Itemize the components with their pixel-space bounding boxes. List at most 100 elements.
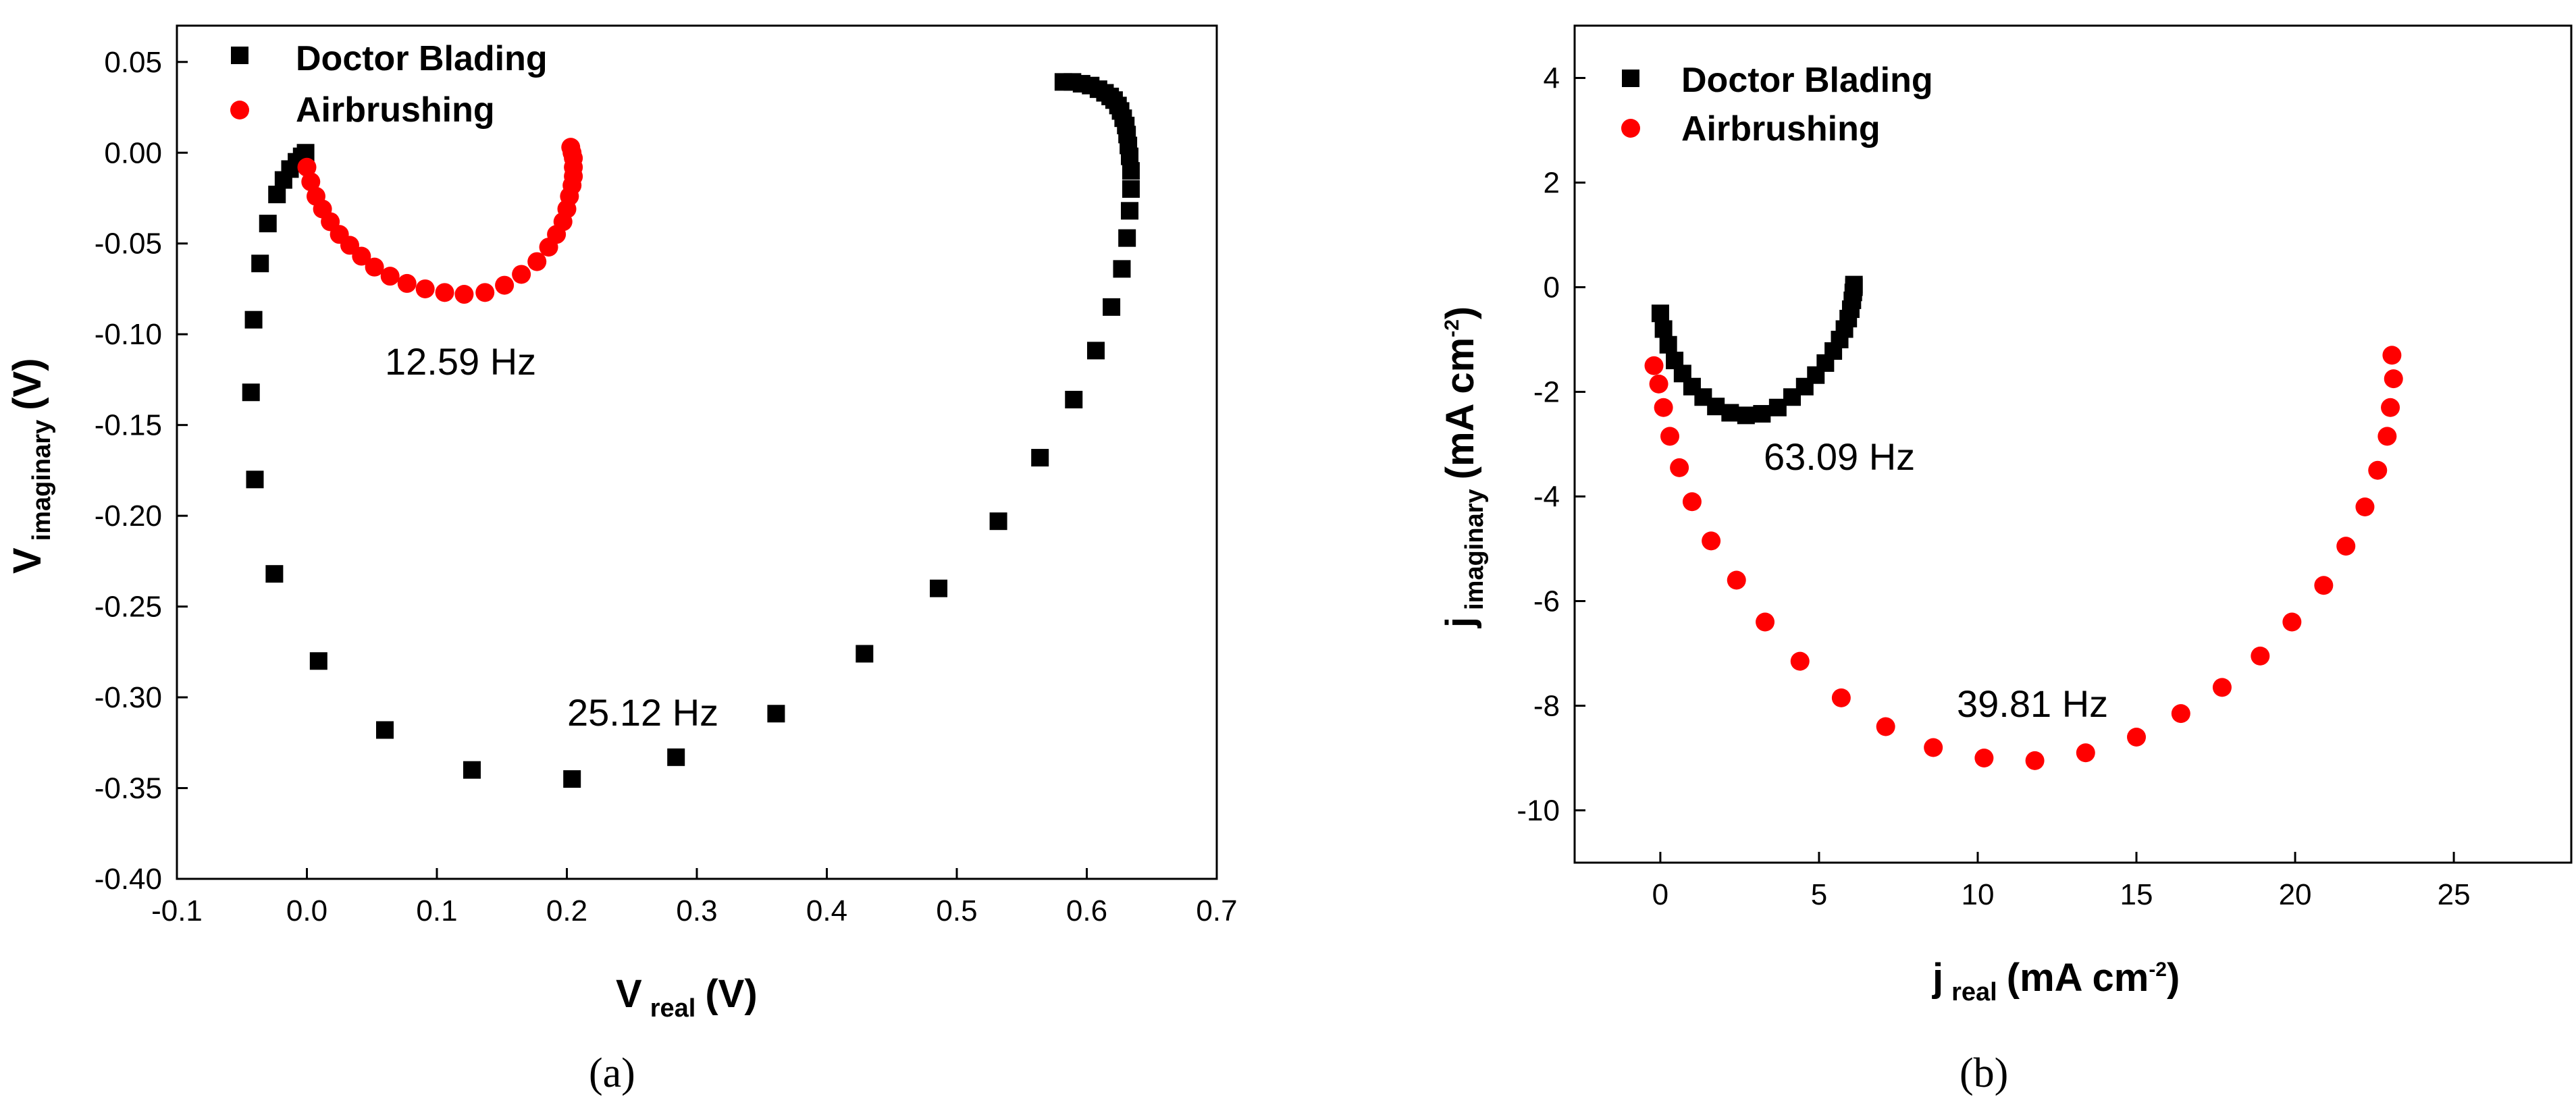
point-b-airbrushing-22 [2336, 537, 2356, 556]
data-marks-a [242, 73, 1140, 788]
point-a-airbrushing-8 [365, 257, 384, 277]
point-b-airbrushing-21 [2314, 576, 2334, 595]
point-b-doctor-blading-10 [1753, 405, 1771, 423]
x-axis-title-unit-a: (V) [705, 972, 757, 1016]
y-tick-label-a-1: 0.00 [104, 136, 162, 169]
point-a-doctor-blading-25 [1113, 260, 1131, 278]
point-b-airbrushing-17 [2171, 704, 2190, 724]
y-tick-label-b-1: 2 [1544, 167, 1560, 200]
point-b-airbrushing-16 [2127, 728, 2147, 747]
y-tick-label-b-2: 0 [1544, 271, 1560, 304]
annotation-39-81-hz: 39.81 Hz [1957, 682, 2108, 725]
point-b-airbrushing-12 [1924, 738, 1943, 757]
x-tick-label-b-5: 25 [2438, 878, 2471, 911]
y-axis-title-close-b: ) [1438, 306, 1482, 319]
point-b-airbrushing-5 [1682, 492, 1702, 512]
y-axis-title-sub-b: imaginary [1461, 489, 1489, 610]
point-b-airbrushing-26 [2381, 398, 2400, 417]
point-a-airbrushing-7 [352, 246, 371, 266]
point-a-airbrushing-1 [301, 172, 321, 192]
point-a-airbrushing-0 [297, 157, 317, 177]
x-tick-label-b-0: 0 [1652, 878, 1668, 911]
legend-label-airbrushing-b: Airbrushing [1681, 109, 1881, 148]
point-b-airbrushing-7 [1727, 570, 1746, 590]
axis-ticks-a: -0.1 0.0 0.1 0.2 0.3 0.4 0.5 0.6 0.7 0.05 0.00 -0.0… [95, 46, 1238, 927]
x-tick-label-b-2: 10 [1962, 878, 1995, 911]
point-b-airbrushing-19 [2251, 646, 2270, 666]
point-a-doctor-blading-8 [244, 310, 263, 329]
y-tick-label-a-2: -0.05 [95, 227, 162, 261]
y-tick-label-a-9: -0.40 [95, 863, 162, 896]
point-b-airbrushing-2 [1654, 398, 1673, 417]
x-tick-label-a-2: 0.1 [416, 894, 457, 927]
x-tick-label-a-1: 0.0 [286, 894, 327, 927]
y-axis-title-a: Vimaginary (V) [5, 358, 56, 574]
x-tick-label-b-1: 5 [1811, 878, 1827, 911]
y-tick-label-b-6: -8 [1533, 690, 1560, 723]
x-axis-title-main-b: j [1932, 956, 1943, 1000]
point-a-doctor-blading-18 [856, 645, 874, 663]
point-b-airbrushing-10 [1831, 688, 1851, 707]
y-tick-label-a-6: -0.25 [95, 591, 162, 624]
point-b-airbrushing-24 [2368, 460, 2388, 480]
point-b-airbrushing-3 [1660, 427, 1680, 446]
y-tick-label-a-4: -0.15 [95, 409, 162, 442]
x-tick-label-a-7: 0.6 [1066, 894, 1107, 927]
point-a-doctor-blading-22 [1065, 391, 1083, 409]
y-axis-title-sup-b: -2 [1441, 319, 1463, 338]
x-tick-label-a-5: 0.4 [806, 894, 847, 927]
x-axis-title-sup-b: -2 [2149, 959, 2167, 981]
y-tick-label-b-5: -6 [1533, 585, 1560, 618]
x-axis-title-close-b: ) [2167, 956, 2180, 1000]
annotation-12-59-hz: 12.59 Hz [385, 340, 536, 383]
point-a-airbrushing-13 [454, 285, 474, 304]
y-axis-title-main-a: V [5, 547, 49, 574]
annotation-25-12-hz: 25.12 Hz [567, 691, 718, 734]
x-axis-title-sub-b: real [1951, 978, 1997, 1006]
point-a-doctor-blading-10 [246, 470, 264, 489]
x-axis-title-main-a: V [616, 972, 642, 1016]
point-a-airbrushing-15 [495, 275, 515, 295]
point-a-doctor-blading-27 [1121, 202, 1139, 220]
data-marks-b [1644, 275, 2403, 770]
point-a-doctor-blading-15 [563, 770, 581, 788]
x-axis-title-unit-b: (mA cm [2007, 956, 2149, 1000]
point-b-doctor-blading-8 [1721, 404, 1739, 422]
x-tick-label-a-4: 0.3 [676, 894, 717, 927]
point-b-airbrushing-1 [1649, 374, 1668, 394]
point-b-airbrushing-4 [1670, 458, 1689, 477]
point-b-doctor-blading-1 [1654, 320, 1673, 338]
point-a-doctor-blading-14 [463, 761, 481, 779]
point-b-doctor-blading-24 [1845, 275, 1863, 294]
point-b-airbrushing-18 [2212, 678, 2232, 697]
point-a-doctor-blading-5 [268, 186, 286, 204]
point-a-airbrushing-17 [527, 252, 547, 271]
point-b-airbrushing-13 [1974, 749, 1994, 767]
y-tick-label-b-0: 4 [1544, 62, 1560, 95]
plot-frame-a [176, 24, 1218, 880]
point-a-doctor-blading-9 [242, 383, 260, 402]
point-a-airbrushing-16 [512, 265, 531, 284]
point-a-doctor-blading-26 [1118, 229, 1136, 247]
panel-label-b: (b) [1960, 1050, 2008, 1096]
point-b-airbrushing-15 [2076, 743, 2095, 763]
y-axis-title-sub-a: imaginary [28, 420, 56, 541]
legend-label-doctor-blading-a: Doctor Blading [296, 39, 548, 78]
chart-panel-a: -0.1 0.0 0.1 0.2 0.3 0.4 0.5 0.6 0.7 0.05 0.00 -0.0… [5, 24, 1238, 1096]
y-axis-title-unit-a: (V) [5, 358, 49, 410]
point-b-airbrushing-14 [2025, 751, 2045, 770]
point-a-doctor-blading-20 [989, 512, 1007, 531]
point-b-airbrushing-28 [2382, 346, 2402, 365]
point-a-airbrushing-28 [561, 138, 581, 157]
y-tick-label-a-3: -0.10 [95, 318, 162, 351]
y-tick-label-a-7: -0.30 [95, 681, 162, 714]
annotation-63-09-hz: 63.09 Hz [1764, 435, 1915, 478]
point-a-doctor-blading-6 [259, 215, 277, 233]
point-b-airbrushing-0 [1644, 356, 1664, 375]
x-tick-label-a-8: 0.7 [1196, 894, 1237, 927]
legend-label-doctor-blading-b: Doctor Blading [1681, 61, 1933, 100]
point-b-airbrushing-23 [2355, 497, 2375, 516]
